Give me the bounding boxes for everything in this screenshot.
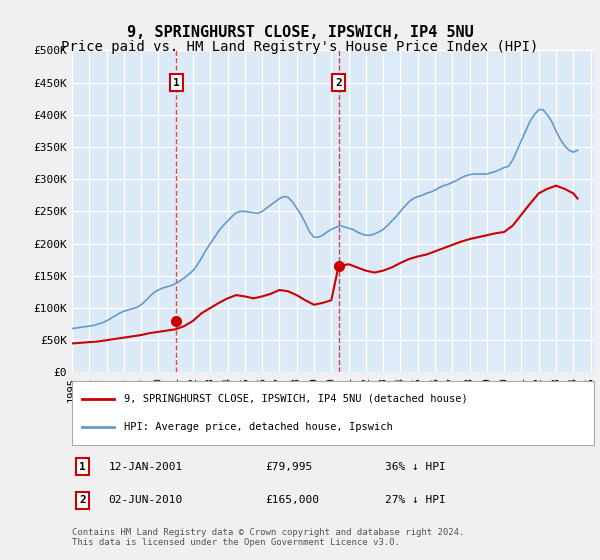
Text: 1: 1 [79,462,86,472]
Text: 02-JUN-2010: 02-JUN-2010 [109,495,183,505]
Text: 1: 1 [173,78,180,87]
Text: Price paid vs. HM Land Registry's House Price Index (HPI): Price paid vs. HM Land Registry's House … [61,40,539,54]
Text: Contains HM Land Registry data © Crown copyright and database right 2024.
This d: Contains HM Land Registry data © Crown c… [72,528,464,547]
Text: 36% ↓ HPI: 36% ↓ HPI [385,462,446,472]
Text: 2: 2 [335,78,342,87]
Text: 9, SPRINGHURST CLOSE, IPSWICH, IP4 5NU: 9, SPRINGHURST CLOSE, IPSWICH, IP4 5NU [127,25,473,40]
Text: 27% ↓ HPI: 27% ↓ HPI [385,495,446,505]
Text: 12-JAN-2001: 12-JAN-2001 [109,462,183,472]
Text: £165,000: £165,000 [265,495,319,505]
Text: HPI: Average price, detached house, Ipswich: HPI: Average price, detached house, Ipsw… [124,422,393,432]
Text: 2: 2 [79,495,86,505]
Text: 9, SPRINGHURST CLOSE, IPSWICH, IP4 5NU (detached house): 9, SPRINGHURST CLOSE, IPSWICH, IP4 5NU (… [124,394,468,404]
Text: £79,995: £79,995 [265,462,313,472]
